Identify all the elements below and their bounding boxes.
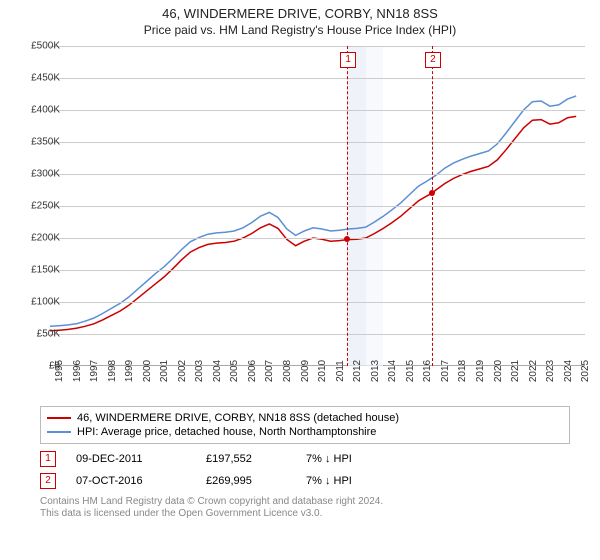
gridline bbox=[50, 238, 585, 239]
chart-container: 46, WINDERMERE DRIVE, CORBY, NN18 8SS Pr… bbox=[0, 0, 600, 560]
y-axis-label: £300K bbox=[31, 168, 60, 179]
y-axis-label: £350K bbox=[31, 136, 60, 147]
y-axis-label: £50K bbox=[37, 328, 60, 339]
x-axis-label: 2008 bbox=[282, 360, 293, 382]
marker-box: 2 bbox=[425, 52, 441, 68]
legend-swatch bbox=[47, 417, 71, 419]
legend-swatch bbox=[47, 431, 71, 433]
gridline bbox=[50, 142, 585, 143]
x-axis-label: 2014 bbox=[387, 360, 398, 382]
x-axis-label: 1995 bbox=[54, 360, 65, 382]
marker-line bbox=[347, 46, 348, 366]
x-axis-label: 2015 bbox=[405, 360, 416, 382]
chart-title: 46, WINDERMERE DRIVE, CORBY, NN18 8SS bbox=[0, 0, 600, 23]
x-axis-label: 1999 bbox=[124, 360, 135, 382]
x-axis-label: 2002 bbox=[177, 360, 188, 382]
x-axis-label: 2011 bbox=[335, 360, 346, 382]
y-axis-label: £150K bbox=[31, 264, 60, 275]
x-axis-label: 2006 bbox=[247, 360, 258, 382]
sale-dot bbox=[429, 190, 435, 196]
gridline bbox=[50, 110, 585, 111]
marker-box: 1 bbox=[340, 52, 356, 68]
x-axis-label: 2013 bbox=[370, 360, 381, 382]
arrow-down-icon: ↓ bbox=[325, 475, 331, 487]
x-axis-label: 2000 bbox=[142, 360, 153, 382]
sale-row: 1 09-DEC-2011 £197,552 7% ↓ HPI bbox=[40, 448, 570, 470]
sale-row: 2 07-OCT-2016 £269,995 7% ↓ HPI bbox=[40, 470, 570, 492]
sale-dot bbox=[344, 236, 350, 242]
chart-subtitle: Price paid vs. HM Land Registry's House … bbox=[0, 23, 600, 41]
legend: 46, WINDERMERE DRIVE, CORBY, NN18 8SS (d… bbox=[40, 406, 570, 444]
gridline bbox=[50, 46, 585, 47]
footer-line: This data is licensed under the Open Gov… bbox=[40, 508, 570, 521]
x-axis-label: 1996 bbox=[72, 360, 83, 382]
x-axis-label: 2019 bbox=[475, 360, 486, 382]
x-axis-label: 2012 bbox=[352, 360, 363, 382]
sale-date: 07-OCT-2016 bbox=[76, 475, 186, 487]
sale-marker-box: 1 bbox=[40, 451, 56, 467]
x-axis-label: 2020 bbox=[493, 360, 504, 382]
marker-line bbox=[432, 46, 433, 366]
x-axis-label: 2023 bbox=[545, 360, 556, 382]
footer-attribution: Contains HM Land Registry data © Crown c… bbox=[40, 496, 570, 521]
y-axis-label: £200K bbox=[31, 232, 60, 243]
legend-label: HPI: Average price, detached house, Nort… bbox=[77, 426, 376, 438]
gridline bbox=[50, 78, 585, 79]
x-axis-label: 2016 bbox=[422, 360, 433, 382]
x-axis-label: 2024 bbox=[563, 360, 574, 382]
y-axis-label: £400K bbox=[31, 104, 60, 115]
x-axis-label: 2010 bbox=[317, 360, 328, 382]
sale-diff: 7% ↓ HPI bbox=[306, 453, 396, 465]
y-axis-label: £250K bbox=[31, 200, 60, 211]
x-axis-label: 1997 bbox=[89, 360, 100, 382]
chart-area: 12 £0£50K£100K£150K£200K£250K£300K£350K£… bbox=[0, 41, 600, 406]
x-axis-label: 2003 bbox=[194, 360, 205, 382]
legend-label: 46, WINDERMERE DRIVE, CORBY, NN18 8SS (d… bbox=[77, 412, 399, 424]
sale-diff: 7% ↓ HPI bbox=[306, 475, 396, 487]
y-axis-label: £500K bbox=[31, 40, 60, 51]
plot-region: 12 bbox=[50, 46, 585, 366]
series-hpi bbox=[50, 96, 576, 326]
x-axis-label: 2017 bbox=[440, 360, 451, 382]
legend-item: HPI: Average price, detached house, Nort… bbox=[47, 425, 563, 439]
x-axis-label: 2007 bbox=[264, 360, 275, 382]
y-axis-label: £100K bbox=[31, 296, 60, 307]
sale-marker-box: 2 bbox=[40, 473, 56, 489]
sale-price: £269,995 bbox=[206, 475, 286, 487]
y-axis-label: £450K bbox=[31, 72, 60, 83]
arrow-down-icon: ↓ bbox=[325, 453, 331, 465]
gridline bbox=[50, 334, 585, 335]
sale-price: £197,552 bbox=[206, 453, 286, 465]
x-axis-label: 2025 bbox=[580, 360, 591, 382]
x-axis-label: 2021 bbox=[510, 360, 521, 382]
sale-date: 09-DEC-2011 bbox=[76, 453, 186, 465]
sales-table: 1 09-DEC-2011 £197,552 7% ↓ HPI 2 07-OCT-2016… bbox=[40, 448, 570, 492]
footer-line: Contains HM Land Registry data © Crown c… bbox=[40, 496, 570, 509]
gridline bbox=[50, 302, 585, 303]
x-axis-label: 2022 bbox=[528, 360, 539, 382]
x-axis-label: 2009 bbox=[300, 360, 311, 382]
series-subject bbox=[50, 116, 576, 330]
gridline bbox=[50, 270, 585, 271]
legend-item: 46, WINDERMERE DRIVE, CORBY, NN18 8SS (d… bbox=[47, 411, 563, 425]
x-axis-label: 2005 bbox=[229, 360, 240, 382]
gridline bbox=[50, 206, 585, 207]
x-axis-label: 2018 bbox=[457, 360, 468, 382]
x-axis-label: 2001 bbox=[159, 360, 170, 382]
x-axis-label: 2004 bbox=[212, 360, 223, 382]
x-axis-label: 1998 bbox=[107, 360, 118, 382]
gridline bbox=[50, 174, 585, 175]
